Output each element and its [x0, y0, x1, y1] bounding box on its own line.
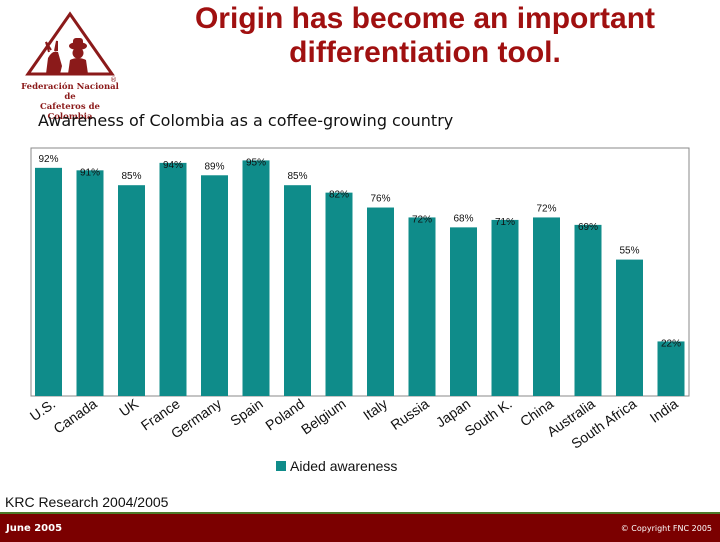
- value-label-belgium: 82%: [329, 190, 349, 201]
- value-label-uk: 85%: [121, 171, 141, 182]
- footer-copyright: © Copyright FNC 2005: [620, 524, 712, 533]
- category-label-italy: Italy: [360, 395, 390, 423]
- value-label-u-s: 92%: [38, 154, 58, 165]
- coffee-grower-logo-icon: ®: [25, 11, 117, 84]
- value-label-south-africa: 55%: [619, 246, 639, 257]
- plot-area-frame: [30, 147, 690, 397]
- value-label-japan: 68%: [453, 213, 473, 224]
- bar-belgium: [325, 192, 353, 396]
- logo-text: Federación Nacional de Cafeteros de Colo…: [18, 82, 122, 122]
- slide-title: Origin has become an important different…: [130, 2, 720, 70]
- legend: Aided awareness: [276, 458, 397, 474]
- value-label-germany: 89%: [204, 161, 224, 172]
- value-label-south-k: 71%: [495, 217, 515, 228]
- value-label-india: 22%: [661, 338, 681, 349]
- value-label-australia: 69%: [578, 222, 598, 233]
- bar-australia: [574, 224, 602, 396]
- registered-mark: ®: [110, 76, 117, 84]
- bar-uk: [118, 185, 145, 396]
- source-note: KRC Research 2004/2005: [5, 494, 169, 510]
- bar-russia: [408, 217, 436, 396]
- bar-canada: [76, 170, 104, 396]
- value-label-group: 92% 91% 85% 94% 89% 95% 85% 82% 76% 72% 68% 71% 72% 6…: [38, 154, 681, 350]
- category-label-u-s: U.S.: [27, 395, 58, 424]
- value-label-china: 72%: [536, 203, 556, 214]
- category-label-belgium: Belgium: [298, 395, 349, 437]
- bar-poland: [284, 185, 311, 396]
- legend-label: Aided awareness: [290, 458, 397, 474]
- category-label-spain: Spain: [227, 395, 266, 429]
- value-label-italy: 76%: [370, 194, 390, 205]
- category-label-south-k: South K.: [462, 395, 515, 439]
- category-label-india: India: [647, 395, 681, 426]
- bar-italy: [367, 207, 394, 396]
- value-label-poland: 85%: [287, 171, 307, 182]
- logo-text-line1: Federación Nacional de: [21, 82, 119, 102]
- value-label-russia: 72%: [412, 214, 432, 225]
- slide-title-line2: differentiation tool.: [289, 36, 561, 69]
- bar-spain: [242, 160, 270, 396]
- value-label-canada: 91%: [80, 167, 100, 178]
- bar-group: [35, 160, 685, 396]
- bar-south-k: [491, 219, 519, 396]
- bar-japan: [450, 227, 477, 396]
- bar-china: [533, 217, 560, 396]
- bar-south-africa: [616, 259, 643, 396]
- bar-india: [657, 341, 685, 396]
- category-label-uk: UK: [116, 395, 142, 420]
- slide-title-line1: Origin has become an important: [194, 2, 656, 35]
- value-label-france: 94%: [163, 160, 183, 171]
- footer-date: June 2005: [6, 523, 63, 534]
- logo-text-line2: Cafeteros de Colombia: [40, 102, 100, 122]
- bar-u-s: [35, 167, 62, 396]
- bar-germany: [201, 175, 228, 396]
- footer-bar: June 2005 © Copyright FNC 2005: [0, 512, 720, 542]
- awareness-bar-chart: 92% 91% 85% 94% 89% 95% 85% 82% 76% 72% 68% 71% 72% 6…: [27, 147, 690, 474]
- chart-subtitle: Awareness of Colombia as a coffee-growin…: [38, 111, 454, 130]
- legend-swatch: [276, 461, 286, 471]
- category-label-russia: Russia: [387, 395, 431, 433]
- bar-france: [159, 162, 187, 396]
- category-label-canada: Canada: [50, 395, 100, 436]
- value-label-spain: 95%: [246, 157, 266, 168]
